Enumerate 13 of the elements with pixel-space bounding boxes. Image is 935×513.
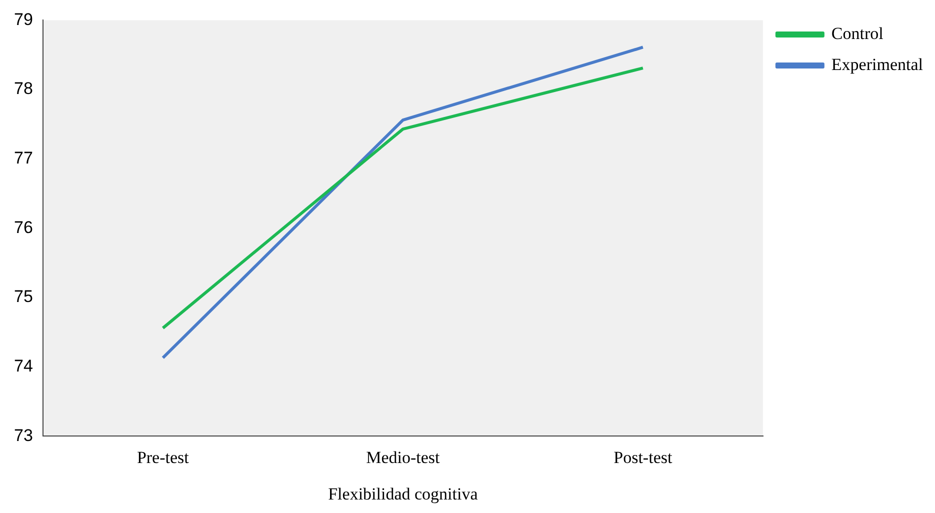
y-tick-label: 73 [14,426,33,445]
x-axis-title: Flexibilidad cognitiva [328,484,478,504]
y-tick-label: 79 [14,10,33,29]
y-tick-label: 77 [14,148,33,168]
x-tick-label: Post-test [614,448,672,467]
legend-label: Control [831,24,884,43]
x-tick-label: Pre-test [136,448,190,467]
legend-label: Experimental [831,54,924,74]
y-tick-label: 78 [14,79,33,98]
y-tick-label: 75 [14,287,33,306]
y-tick-label: 74 [14,356,33,376]
x-tick-label: Medio-test [366,448,440,467]
y-tick-label: 76 [14,218,33,237]
